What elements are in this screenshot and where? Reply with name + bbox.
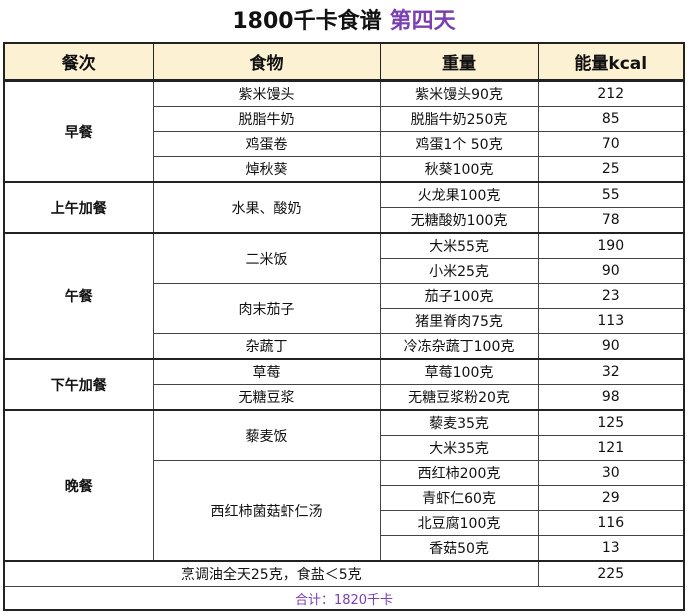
food-cell: 紫米馒头 [152, 80, 381, 107]
title-main: 1800千卡食谱 [232, 9, 382, 34]
food-cell: 西红柿菌菇虾仁汤 [152, 460, 381, 562]
table-row: 鸡蛋卷 鸡蛋1个 50克 70 [4, 131, 685, 157]
meal-dinner: 晚餐 [3, 409, 154, 562]
food-cell: 无糖豆浆 [152, 384, 381, 411]
weight-cell: 火龙果100克 [379, 181, 539, 208]
weight-cell: 草莓100克 [379, 358, 539, 385]
table-row: 晚餐 藜麦饭 藜麦35克 125 [3, 409, 685, 562]
kcal-cell: 98 [537, 384, 685, 411]
title-day: 第四天 [389, 9, 456, 34]
food-cell: 焯秋葵 [152, 156, 381, 183]
food-cell: 藜麦饭 [152, 409, 381, 461]
kcal-cell: 121 [537, 435, 685, 461]
weight-cell: 青虾仁60克 [379, 485, 539, 511]
table-row: 上午加餐 水果、酸奶 火龙果100克 55 [3, 181, 685, 234]
table-row: 小米25克 90 [4, 258, 685, 284]
table-row: 肉末茄子 茄子100克 23 [4, 283, 685, 334]
kcal-cell: 190 [537, 232, 685, 259]
weight-cell: 无糖豆浆粉20克 [379, 384, 539, 411]
food-cell: 草莓 [152, 358, 381, 385]
weight-cell: 冷冻杂蔬丁100克 [379, 333, 539, 360]
weight-cell: 香菇50克 [379, 535, 539, 562]
table-row: 西红柿菌菇虾仁汤 西红柿200克 30 [4, 460, 685, 562]
table-row: 北豆腐100克 116 [4, 510, 685, 536]
kcal-cell: 85 [537, 106, 685, 132]
weight-cell: 猪里脊肉75克 [379, 308, 539, 334]
header-energy: 能量kcal [537, 42, 685, 82]
weight-cell: 西红柿200克 [379, 460, 539, 486]
table-row: 猪里脊肉75克 113 [4, 308, 685, 334]
weight-cell: 秋葵100克 [379, 156, 539, 183]
kcal-cell: 78 [537, 207, 685, 234]
page-title: 1800千卡食谱 第四天 [0, 0, 688, 38]
weight-cell: 茄子100克 [379, 283, 539, 309]
table-row: 大米35克 121 [4, 435, 685, 461]
header-weight: 重量 [379, 42, 539, 82]
kcal-cell: 212 [537, 80, 685, 107]
table-row: 早餐 紫米馒头 紫米馒头90克 212 [3, 80, 685, 183]
table-row: 午餐 二米饭 大米55克 190 [3, 232, 685, 360]
oil-salt-note: 烹调油全天25克，食盐＜5克 [3, 560, 539, 587]
table-row: 脱脂牛奶 脱脂牛奶250克 85 [4, 106, 685, 132]
oil-row: 烹调油全天25克，食盐＜5克 225 [3, 560, 685, 587]
kcal-cell: 125 [537, 409, 685, 436]
food-cell: 水果、酸奶 [152, 181, 381, 234]
weight-cell: 北豆腐100克 [379, 510, 539, 536]
meal-snack-am: 上午加餐 [3, 181, 154, 234]
header-food: 食物 [152, 42, 381, 82]
table-row: 焯秋葵 秋葵100克 25 [4, 156, 685, 183]
table-row: 无糖豆浆 无糖豆浆粉20克 98 [4, 384, 685, 411]
kcal-cell: 13 [537, 535, 685, 562]
kcal-cell: 29 [537, 485, 685, 511]
food-cell: 肉末茄子 [152, 283, 381, 334]
kcal-cell: 23 [537, 283, 685, 309]
menu-table: 餐次 食物 重量 能量kcal 早餐 紫米馒头 紫米馒头90克 212 脱脂牛奶… [3, 42, 685, 611]
meal-lunch: 午餐 [3, 232, 154, 360]
weight-cell: 大米55克 [379, 232, 539, 259]
kcal-cell: 90 [537, 258, 685, 284]
weight-cell: 鸡蛋1个 50克 [379, 131, 539, 157]
weight-cell: 无糖酸奶100克 [379, 207, 539, 234]
kcal-cell: 32 [537, 358, 685, 385]
kcal-cell: 25 [537, 156, 685, 183]
kcal-cell: 113 [537, 308, 685, 334]
kcal-cell: 225 [537, 560, 685, 587]
kcal-cell: 116 [537, 510, 685, 536]
total-row: 合计：1820千卡 [3, 586, 685, 611]
food-cell: 二米饭 [152, 232, 381, 284]
weight-cell: 小米25克 [379, 258, 539, 284]
food-cell: 杂蔬丁 [152, 333, 381, 360]
table-row: 香菇50克 13 [4, 535, 685, 562]
weight-cell: 大米35克 [379, 435, 539, 461]
kcal-cell: 55 [537, 181, 685, 208]
table-row: 青虾仁60克 29 [4, 485, 685, 511]
total-kcal: 合计：1820千卡 [3, 586, 685, 611]
header-meal: 餐次 [3, 42, 154, 82]
meal-snack-pm: 下午加餐 [3, 358, 154, 411]
kcal-cell: 90 [537, 333, 685, 360]
weight-cell: 藜麦35克 [379, 409, 539, 436]
meal-breakfast: 早餐 [3, 80, 154, 183]
weight-cell: 紫米馒头90克 [379, 80, 539, 107]
weight-cell: 脱脂牛奶250克 [379, 106, 539, 132]
kcal-cell: 30 [537, 460, 685, 486]
kcal-cell: 70 [537, 131, 685, 157]
table-row: 杂蔬丁 冷冻杂蔬丁100克 90 [4, 333, 685, 360]
food-cell: 鸡蛋卷 [152, 131, 381, 157]
food-cell: 脱脂牛奶 [152, 106, 381, 132]
header-row: 餐次 食物 重量 能量kcal [3, 42, 685, 82]
table-row: 无糖酸奶100克 78 [4, 207, 685, 234]
table-row: 下午加餐 草莓 草莓100克 32 [3, 358, 685, 411]
